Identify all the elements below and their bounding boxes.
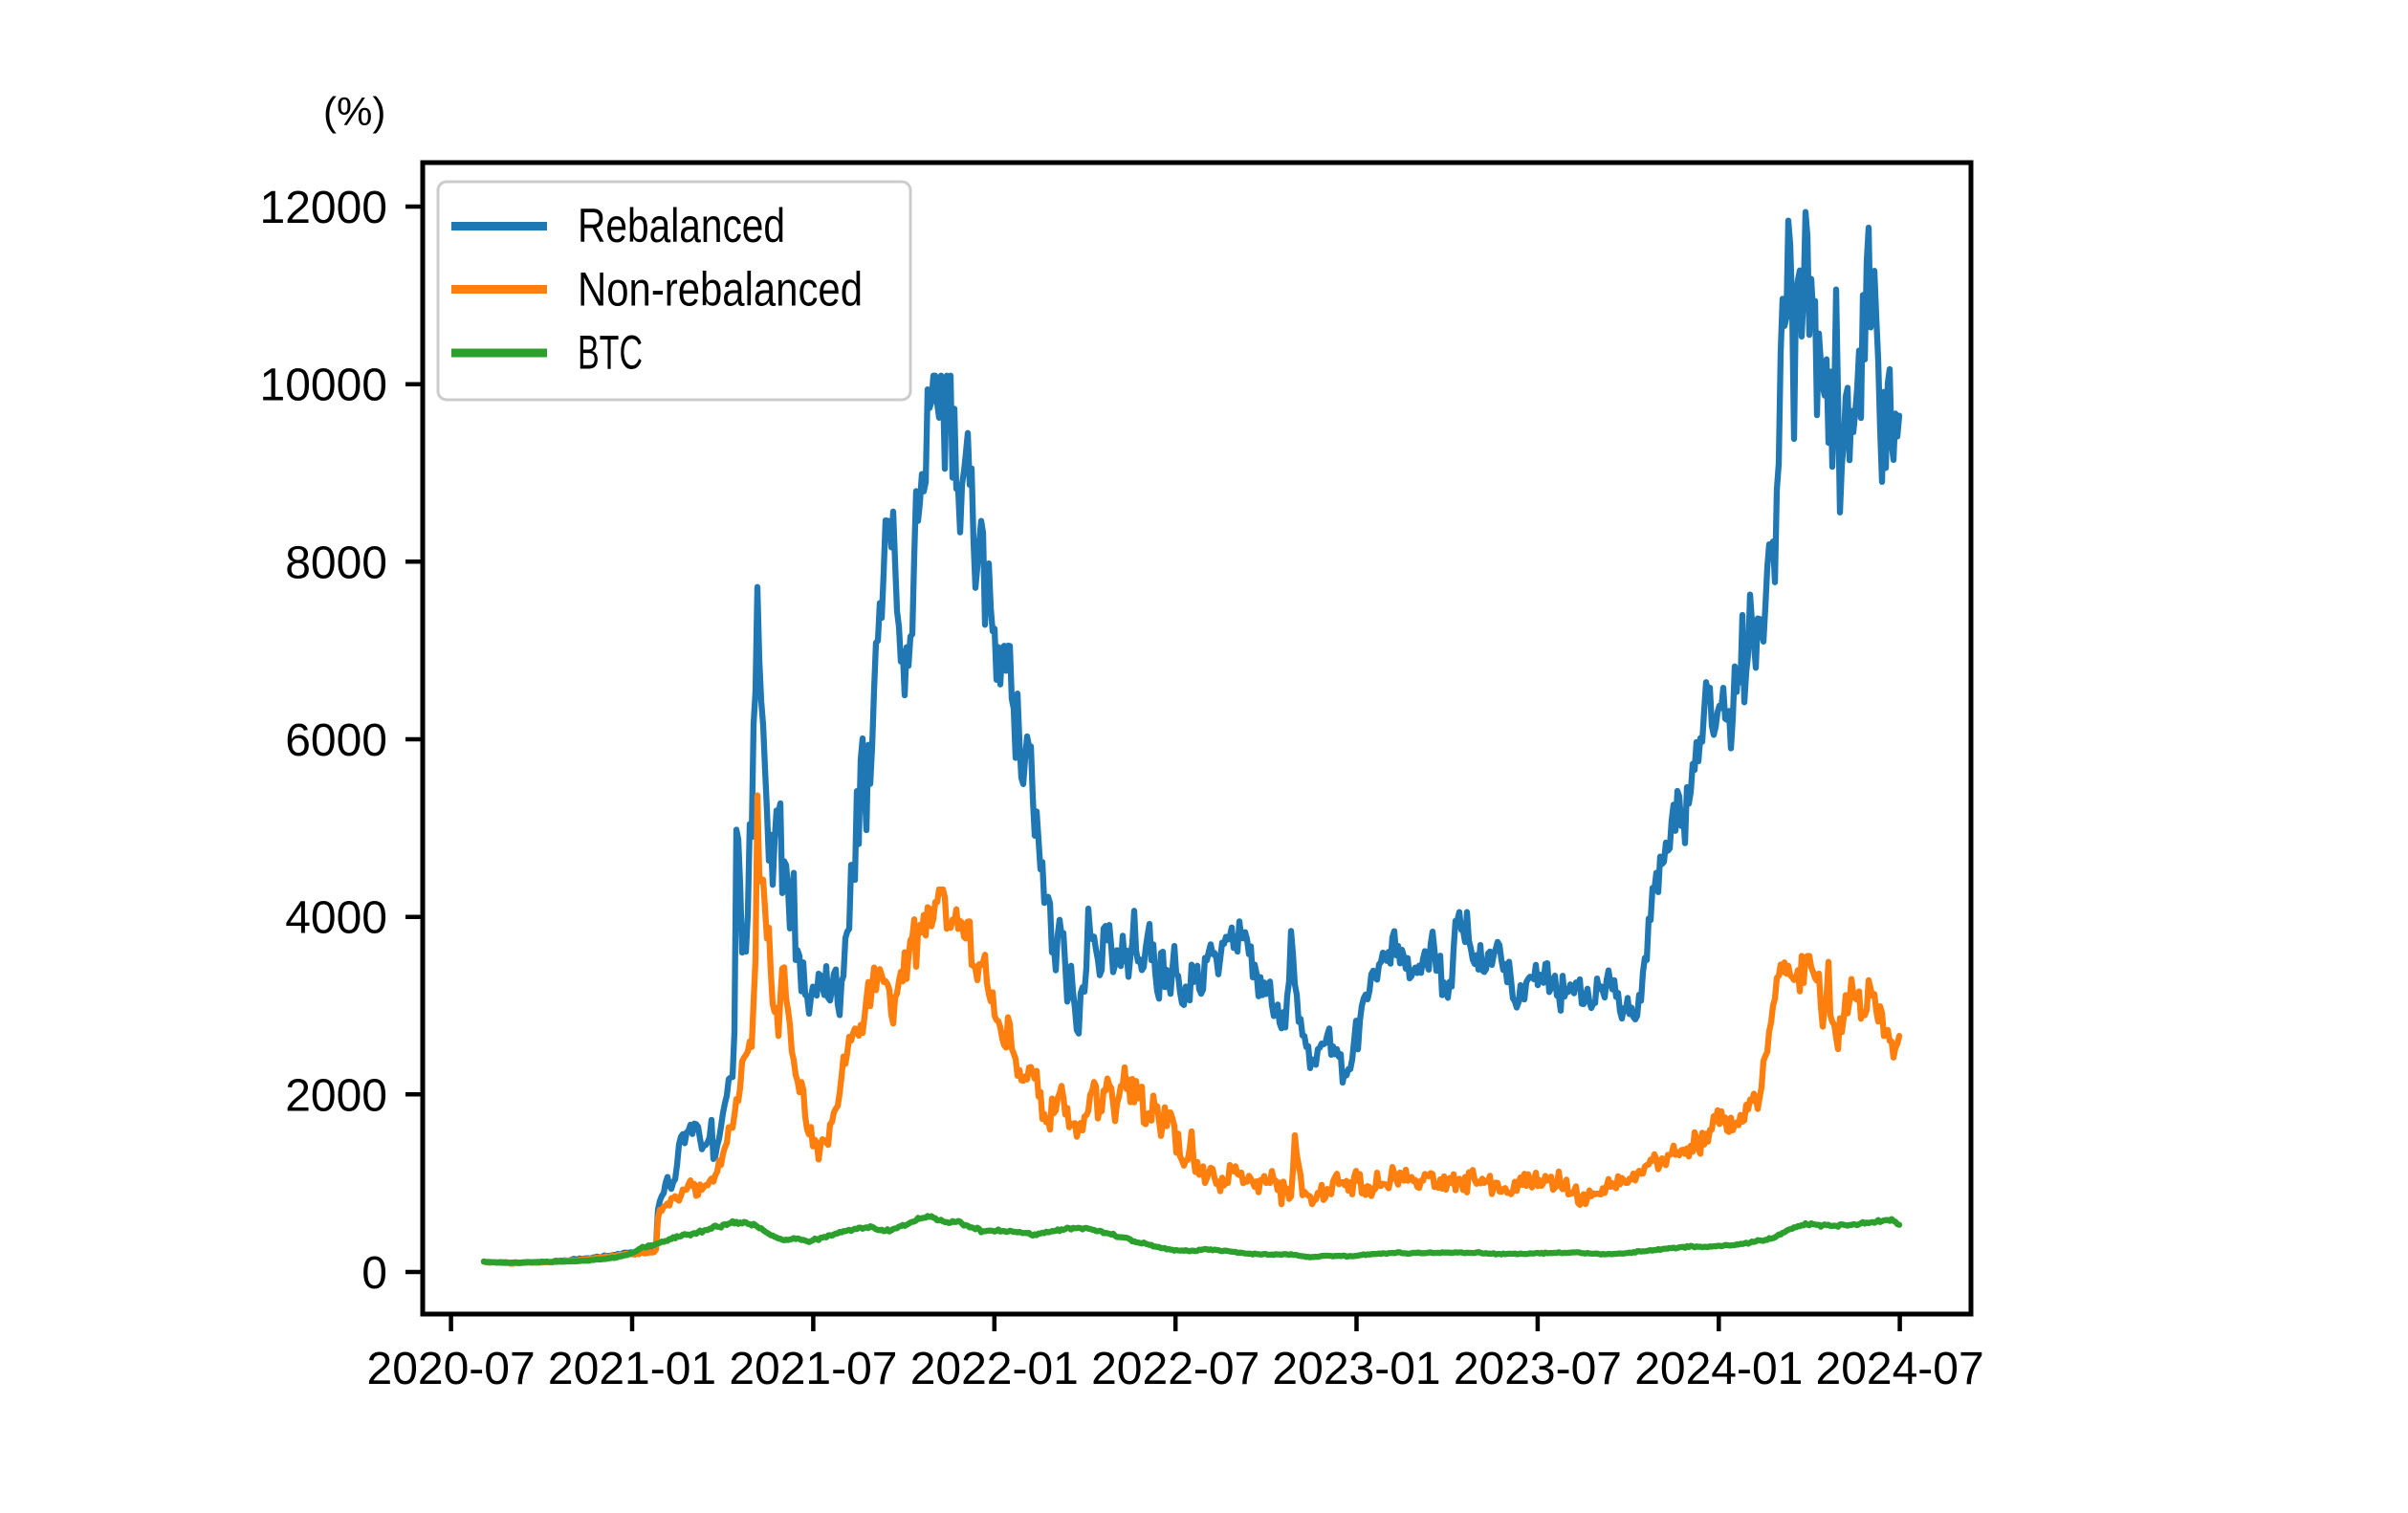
svg-text:2023-01: 2023-01 [1272,1344,1440,1394]
svg-text:4000: 4000 [285,893,387,944]
svg-text:2021-07: 2021-07 [729,1344,897,1394]
svg-text:10000: 10000 [260,361,387,411]
svg-text:(%): (%) [323,89,385,134]
svg-text:2021-01: 2021-01 [548,1344,716,1394]
svg-text:2022-07: 2022-07 [1091,1344,1259,1394]
svg-text:12000: 12000 [260,183,387,233]
svg-text:2023-07: 2023-07 [1454,1344,1622,1394]
svg-text:Non-rebalanced: Non-rebalanced [578,263,863,317]
svg-text:2020-07: 2020-07 [367,1344,536,1394]
svg-text:Rebalanced: Rebalanced [578,199,785,252]
svg-text:2024-07: 2024-07 [1816,1344,1984,1394]
svg-text:2000: 2000 [285,1070,387,1121]
svg-text:6000: 6000 [285,715,387,766]
svg-text:2022-01: 2022-01 [910,1344,1079,1394]
svg-text:2024-01: 2024-01 [1634,1344,1803,1394]
svg-text:8000: 8000 [285,537,387,588]
svg-text:0: 0 [361,1248,387,1299]
svg-text:BTC: BTC [578,326,643,380]
